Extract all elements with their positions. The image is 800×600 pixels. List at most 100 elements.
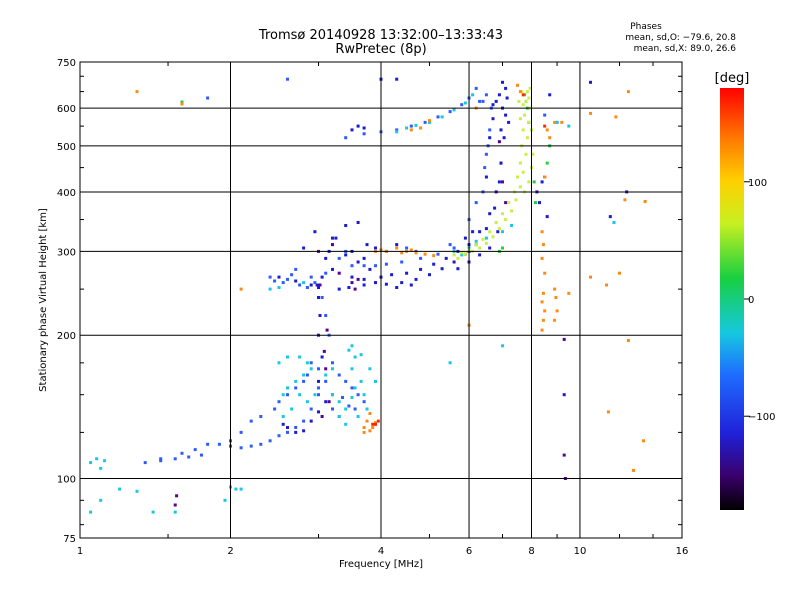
data-point xyxy=(362,430,366,434)
data-point xyxy=(518,161,522,165)
data-point xyxy=(491,103,495,107)
data-point xyxy=(484,236,488,240)
data-point xyxy=(356,221,360,224)
data-point xyxy=(135,90,139,94)
data-point xyxy=(286,426,289,429)
data-point xyxy=(405,246,409,250)
data-point xyxy=(99,498,103,502)
data-point xyxy=(484,227,488,231)
data-point xyxy=(337,271,341,275)
data-point xyxy=(374,422,377,426)
data-point xyxy=(273,407,277,411)
x-tick-label: 2 xyxy=(227,546,233,557)
data-point xyxy=(223,498,227,502)
data-point xyxy=(331,267,334,271)
data-point xyxy=(159,459,163,463)
y-tick-label: 75 xyxy=(63,534,76,545)
data-point xyxy=(362,283,366,287)
data-point xyxy=(608,215,612,219)
data-point xyxy=(347,286,351,289)
data-point xyxy=(444,256,448,260)
data-point xyxy=(365,419,369,423)
data-point xyxy=(374,246,377,250)
data-point xyxy=(268,439,272,443)
data-point xyxy=(344,422,348,426)
data-point xyxy=(350,344,354,348)
data-point xyxy=(305,373,309,377)
data-point xyxy=(374,281,377,285)
y-tick-label: 100 xyxy=(57,475,76,486)
data-point xyxy=(518,185,522,189)
data-point xyxy=(362,132,366,136)
data-point xyxy=(497,93,501,97)
data-point xyxy=(347,348,351,352)
data-point xyxy=(395,128,399,132)
data-point xyxy=(309,283,313,287)
data-point xyxy=(414,277,418,281)
data-point xyxy=(521,103,525,107)
data-point xyxy=(541,291,545,295)
data-point xyxy=(436,115,440,119)
data-point xyxy=(384,282,388,286)
data-point xyxy=(268,275,272,279)
data-point xyxy=(286,277,289,281)
data-point xyxy=(318,314,322,317)
x-tick-label: 8 xyxy=(528,546,534,557)
data-point xyxy=(327,400,331,404)
data-point xyxy=(400,251,404,255)
data-point xyxy=(350,128,354,132)
data-point xyxy=(173,457,177,461)
data-point xyxy=(187,455,191,459)
data-point xyxy=(277,286,281,289)
data-point xyxy=(368,367,372,371)
data-point xyxy=(302,429,306,433)
data-point xyxy=(294,267,298,271)
data-point xyxy=(432,262,436,266)
data-point xyxy=(632,468,635,472)
data-point xyxy=(350,275,354,279)
data-point xyxy=(298,283,302,287)
data-point xyxy=(337,373,341,377)
data-point xyxy=(504,113,508,117)
data-point xyxy=(545,161,549,165)
data-point xyxy=(491,235,495,239)
data-point xyxy=(313,393,317,397)
data-point xyxy=(277,400,281,404)
data-point xyxy=(527,96,531,100)
data-point xyxy=(478,99,482,103)
data-point xyxy=(206,96,210,100)
data-point xyxy=(294,379,298,383)
data-point xyxy=(423,120,427,124)
data-point xyxy=(331,243,334,247)
x-tick-label: 10 xyxy=(574,546,587,557)
data-point xyxy=(324,373,328,377)
data-point xyxy=(540,180,544,184)
data-point xyxy=(400,281,404,285)
data-point xyxy=(356,277,360,281)
colorbar-ticks: 100 0 −100 xyxy=(744,178,775,423)
data-point xyxy=(543,175,547,179)
data-point xyxy=(317,367,320,371)
data-point xyxy=(532,180,536,184)
data-point xyxy=(642,439,645,443)
data-point xyxy=(395,243,399,247)
data-point xyxy=(353,287,357,291)
data-point xyxy=(281,393,285,397)
data-point xyxy=(193,448,197,452)
x-tick-label: 4 xyxy=(378,546,384,557)
phases-heading: Phases xyxy=(630,22,662,32)
data-point xyxy=(504,86,508,90)
colorbar-tick-label: −100 xyxy=(748,412,775,423)
data-point xyxy=(353,386,357,390)
data-point xyxy=(331,361,334,365)
data-point xyxy=(545,215,549,219)
y-axis-label: Stationary phase Virtual Height [km] xyxy=(38,208,49,392)
data-point xyxy=(353,407,357,411)
data-point xyxy=(494,99,498,103)
data-point xyxy=(89,510,93,514)
data-point xyxy=(589,111,592,115)
data-point xyxy=(159,457,163,461)
data-point xyxy=(217,442,221,446)
data-point xyxy=(484,152,488,156)
